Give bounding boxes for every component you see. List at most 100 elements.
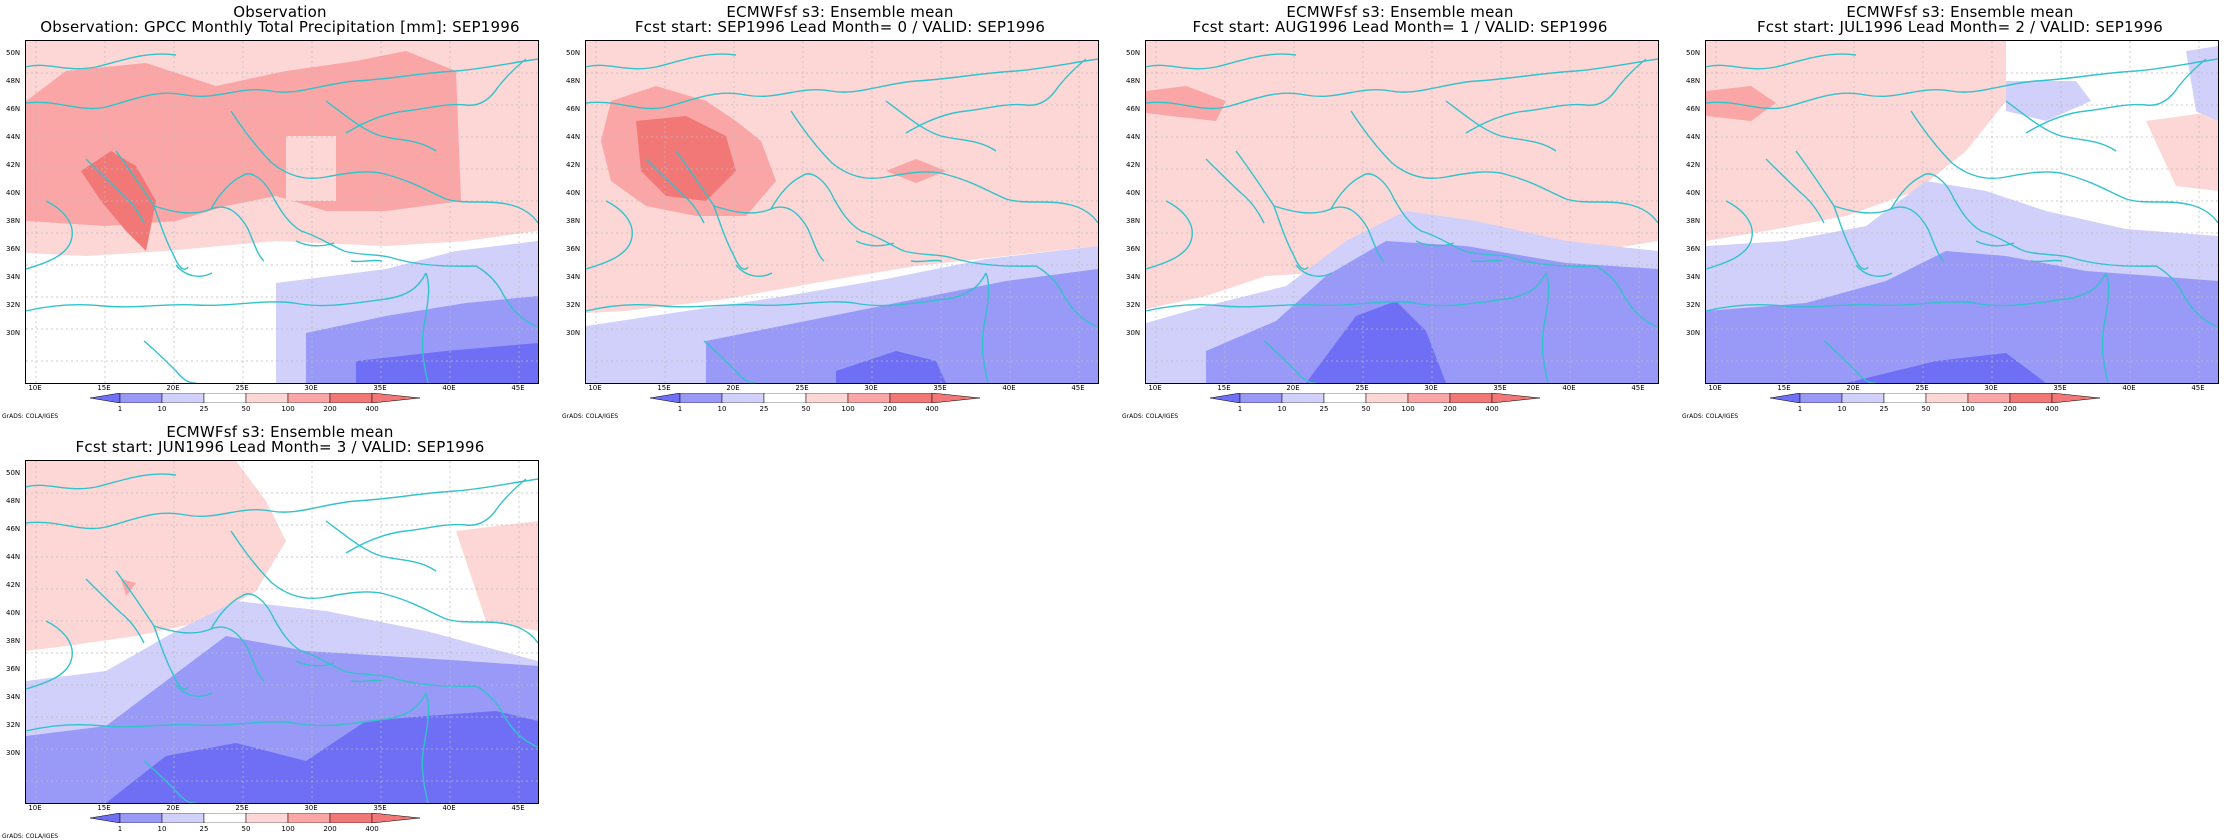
lon-tick-label: 45E (511, 804, 525, 812)
lat-tick-label: 48N (1686, 77, 1701, 85)
lon-tick-label: 30E (304, 384, 318, 392)
colorbar-label: 200 (2003, 405, 2017, 413)
panel-subtitle: Fcst start: SEP1996 Lead Month= 0 / VALI… (634, 18, 1046, 36)
lon-tick-label: 20E (726, 384, 740, 392)
precipitation-map (25, 460, 539, 804)
lon-tick-label: 25E (235, 384, 249, 392)
colorbar-label: 50 (1921, 405, 1931, 413)
colorbar (90, 393, 420, 403)
lon-tick-label: 35E (373, 384, 387, 392)
lon-tick-label: 10E (1148, 384, 1162, 392)
grads-credit: GrADS: COLA/IGES (1122, 413, 1179, 420)
lat-tick-label: 38N (1686, 217, 1701, 225)
lon-tick-label: 45E (1071, 384, 1085, 392)
grads-credit: GrADS: COLA/IGES (2, 833, 59, 840)
colorbar-label: 1 (1797, 405, 1803, 413)
lon-tick-label: 35E (1493, 384, 1507, 392)
lat-tick-label: 32N (6, 301, 21, 309)
lon-tick-label: 20E (1846, 384, 1860, 392)
grads-credit: GrADS: COLA/IGES (1682, 413, 1739, 420)
lat-tick-label: 30N (1686, 329, 1701, 337)
lat-tick-label: 40N (1686, 189, 1701, 197)
colorbar-label: 400 (365, 825, 379, 833)
lat-tick-label: 46N (1686, 105, 1701, 113)
lon-tick-label: 45E (2191, 384, 2205, 392)
lat-tick-label: 42N (1126, 161, 1141, 169)
lat-tick-label: 40N (6, 189, 21, 197)
colorbar-label: 100 (1961, 405, 1975, 413)
map-canvas (26, 461, 538, 803)
lon-tick-label: 20E (166, 384, 180, 392)
lat-tick-label: 40N (6, 609, 21, 617)
lat-tick-label: 30N (566, 329, 581, 337)
lat-tick-label: 30N (1126, 329, 1141, 337)
lat-tick-label: 42N (6, 161, 21, 169)
map-canvas (1146, 41, 1658, 383)
colorbar-label: 25 (199, 405, 209, 413)
lat-tick-label: 50N (6, 49, 21, 57)
panel-title: Observation (233, 3, 327, 21)
lat-tick-label: 34N (6, 273, 21, 281)
colorbar (1770, 393, 2100, 403)
lat-tick-label: 44N (1126, 133, 1141, 141)
lat-tick-label: 48N (1126, 77, 1141, 85)
colorbar-label: 1 (117, 405, 123, 413)
lon-tick-label: 45E (1631, 384, 1645, 392)
coastline (1706, 53, 2218, 383)
panel-subtitle: Fcst start: AUG1996 Lead Month= 1 / VALI… (1192, 18, 1608, 36)
lon-tick-label: 40E (2122, 384, 2136, 392)
colorbar-label: 10 (157, 405, 167, 413)
lon-tick-label: 30E (1424, 384, 1438, 392)
lon-tick-label: 25E (1355, 384, 1369, 392)
panel-subtitle: Observation: GPCC Monthly Total Precipit… (40, 18, 520, 36)
lat-tick-label: 30N (6, 329, 21, 337)
colorbar-label: 200 (883, 405, 897, 413)
colorbar-label: 1 (677, 405, 683, 413)
lon-tick-label: 30E (1984, 384, 1998, 392)
colorbar (1210, 393, 1540, 403)
coastline (26, 473, 538, 803)
lon-tick-label: 30E (864, 384, 878, 392)
lon-tick-label: 30E (304, 804, 318, 812)
lon-tick-label: 10E (28, 384, 42, 392)
lon-tick-label: 35E (2053, 384, 2067, 392)
colorbar-label: 100 (281, 405, 295, 413)
colorbar-label: 100 (841, 405, 855, 413)
colorbar-label: 200 (1443, 405, 1457, 413)
coastline (1146, 53, 1658, 383)
lat-tick-label: 32N (6, 721, 21, 729)
lon-tick-label: 20E (166, 804, 180, 812)
panel-title: ECMWFsf s3: Ensemble mean (166, 423, 394, 441)
colorbar-label: 200 (323, 405, 337, 413)
colorbar-label: 10 (1277, 405, 1287, 413)
lat-tick-label: 32N (1686, 301, 1701, 309)
lon-tick-label: 15E (1777, 384, 1791, 392)
panel-lead-0: ECMWFsf s3: Ensemble mean Fcst start: SE… (560, 0, 1120, 420)
lon-tick-label: 35E (373, 804, 387, 812)
lat-tick-label: 34N (566, 273, 581, 281)
colorbar-label: 50 (241, 825, 251, 833)
lon-tick-label: 15E (97, 384, 111, 392)
lat-tick-label: 36N (6, 665, 21, 673)
colorbar-label: 25 (759, 405, 769, 413)
lon-tick-label: 25E (795, 384, 809, 392)
map-canvas (26, 41, 538, 383)
lat-tick-label: 44N (6, 133, 21, 141)
panel-title: ECMWFsf s3: Ensemble mean (1846, 3, 2074, 21)
panel-lead-2: ECMWFsf s3: Ensemble mean Fcst start: JU… (1680, 0, 2240, 420)
lon-tick-label: 20E (1286, 384, 1300, 392)
lat-tick-label: 46N (1126, 105, 1141, 113)
lon-tick-label: 25E (235, 804, 249, 812)
lat-tick-label: 42N (1686, 161, 1701, 169)
lat-tick-label: 36N (566, 245, 581, 253)
lat-tick-label: 38N (6, 637, 21, 645)
lat-tick-label: 42N (566, 161, 581, 169)
colorbar-label: 400 (2045, 405, 2059, 413)
lon-tick-label: 40E (1562, 384, 1576, 392)
lat-tick-label: 50N (1126, 49, 1141, 57)
lat-tick-label: 40N (1126, 189, 1141, 197)
lon-tick-label: 45E (511, 384, 525, 392)
colorbar-label: 100 (281, 825, 295, 833)
colorbar-label: 50 (801, 405, 811, 413)
colorbar-label: 50 (1361, 405, 1371, 413)
